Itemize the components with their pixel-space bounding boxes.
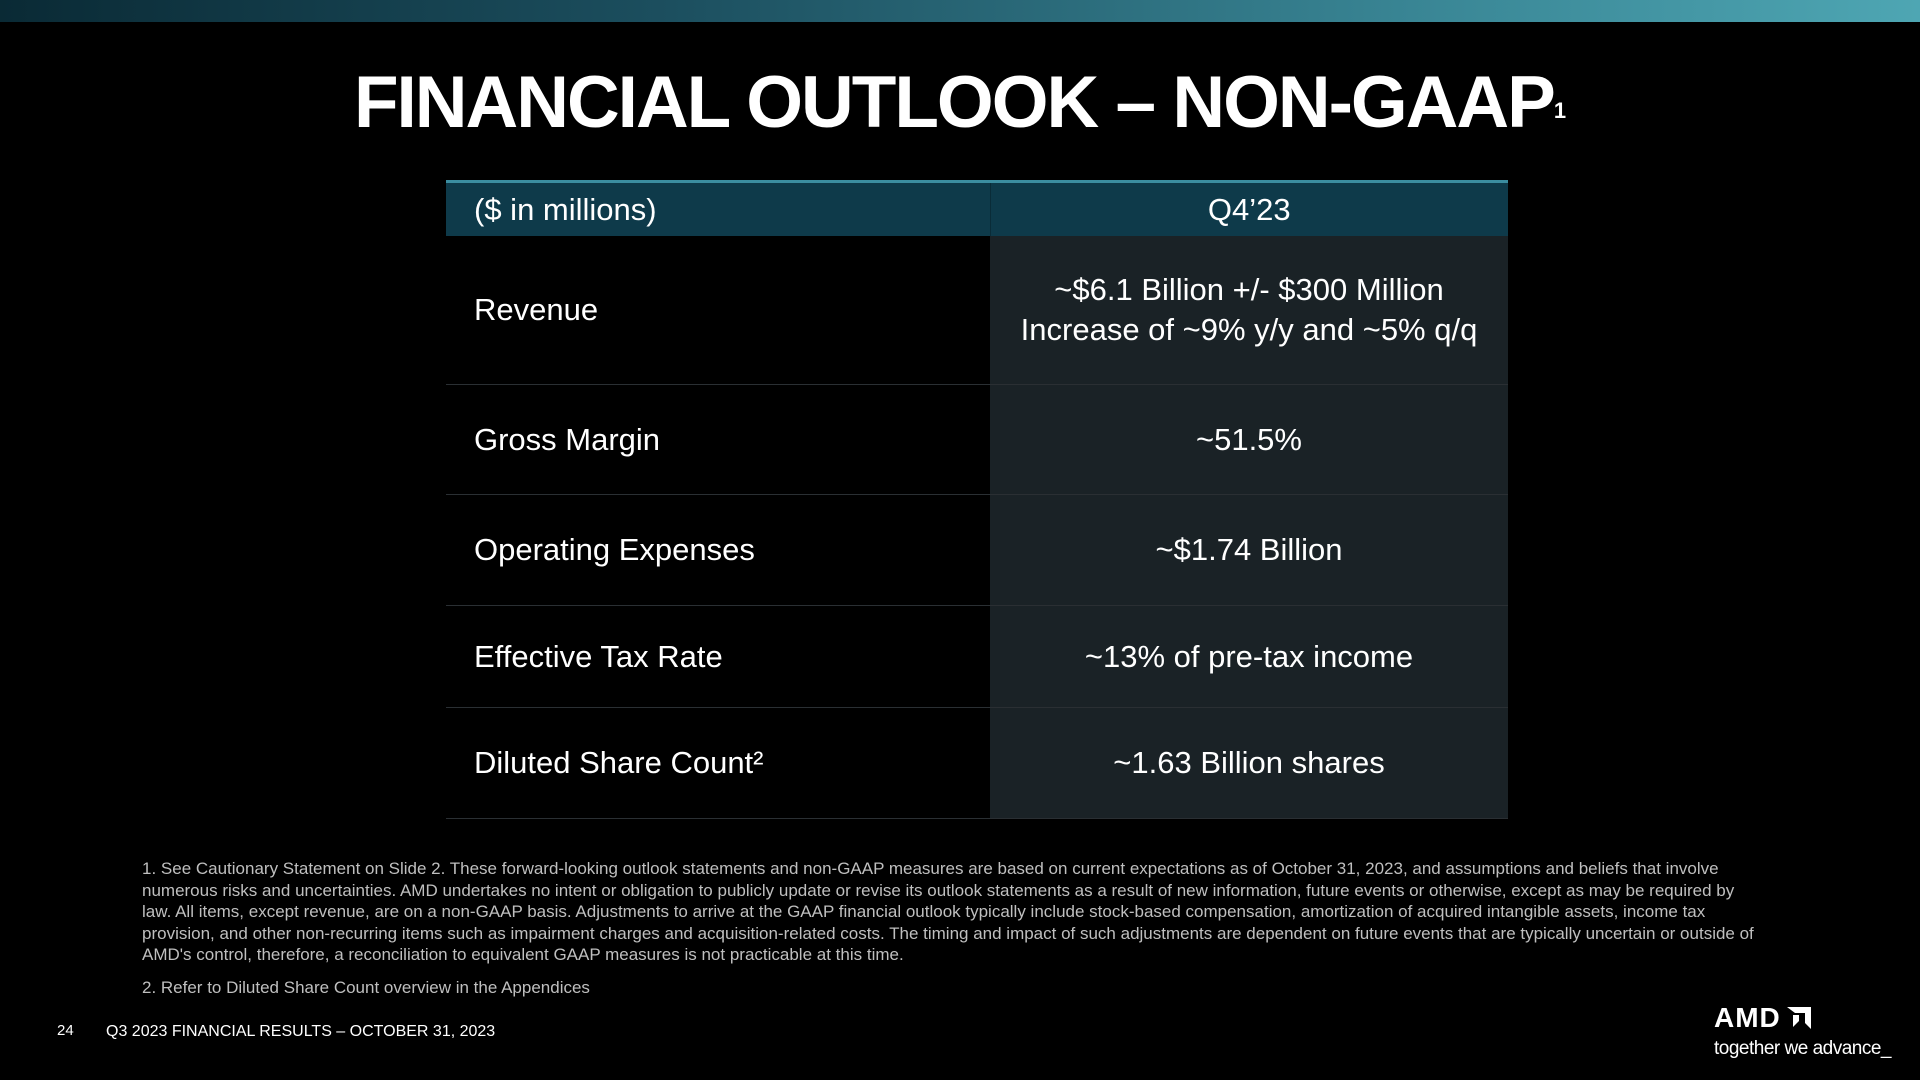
row-value: ~$1.74 Billion (990, 495, 1508, 605)
value-line: ~1.63 Billion shares (1113, 745, 1385, 780)
header-units: ($ in millions) (474, 192, 657, 227)
top-accent-bar (0, 0, 1920, 22)
logo-wordmark-text: AMD (1714, 1002, 1781, 1033)
footnote-1: 1. See Cautionary Statement on Slide 2. … (142, 859, 1754, 964)
table-row-diluted-share-count: Diluted Share Count² ~1.63 Billion share… (446, 708, 1508, 819)
table-header-row: ($ in millions) Q4’23 (446, 180, 1508, 236)
header-period: Q4’23 (989, 183, 1509, 236)
amd-logo: AMD together we advance_ (1714, 1003, 1904, 1060)
row-value: ~51.5% (990, 385, 1508, 494)
outlook-table: ($ in millions) Q4’23 Revenue ~$6.1 Bill… (446, 180, 1508, 819)
title-footnote-marker: 1 (1553, 98, 1567, 123)
row-label: Operating Expenses (446, 495, 990, 605)
row-label: Diluted Share Count² (446, 708, 990, 818)
row-label: Effective Tax Rate (446, 606, 990, 707)
value-line: ~51.5% (1195, 421, 1302, 457)
value-line: ~$6.1 Billion +/- $300 Million (1054, 272, 1444, 307)
footnote-2: 2. Refer to Diluted Share Count overview… (142, 977, 590, 997)
table-row-revenue: Revenue ~$6.1 Billion +/- $300 Million I… (446, 236, 1508, 385)
table-row-gross-margin: Gross Margin ~51.5% (446, 385, 1508, 495)
row-value: ~1.63 Billion shares (990, 708, 1508, 818)
footnotes: 1. See Cautionary Statement on Slide 2. … (142, 858, 1762, 998)
row-label: Revenue (446, 236, 990, 384)
value-line: ~13% of pre-tax income (1084, 638, 1414, 674)
value-line: Increase of ~9% y/y and ~5% q/q (1020, 312, 1478, 347)
slide-title: FINANCIAL OUTLOOK – NON-GAAP1 (0, 58, 1920, 148)
row-label: Gross Margin (446, 385, 990, 494)
row-value: ~13% of pre-tax income (990, 606, 1508, 707)
logo-wordmark: AMD (1714, 1003, 1904, 1033)
logo-tagline: together we advance_ (1714, 1038, 1891, 1059)
footer-title: Q3 2023 FINANCIAL RESULTS – OCTOBER 31, … (106, 1023, 496, 1040)
amd-arrow-icon (1786, 1007, 1811, 1029)
value-line: ~$1.74 Billion (1155, 532, 1343, 567)
slide-title-text: FINANCIAL OUTLOOK – NON-GAAP (353, 62, 1556, 143)
table-row-operating-expenses: Operating Expenses ~$1.74 Billion (446, 495, 1508, 606)
table-row-effective-tax-rate: Effective Tax Rate ~13% of pre-tax incom… (446, 606, 1508, 708)
row-value: ~$6.1 Billion +/- $300 Million Increase … (990, 236, 1508, 384)
page-number: 24 (57, 1022, 74, 1039)
